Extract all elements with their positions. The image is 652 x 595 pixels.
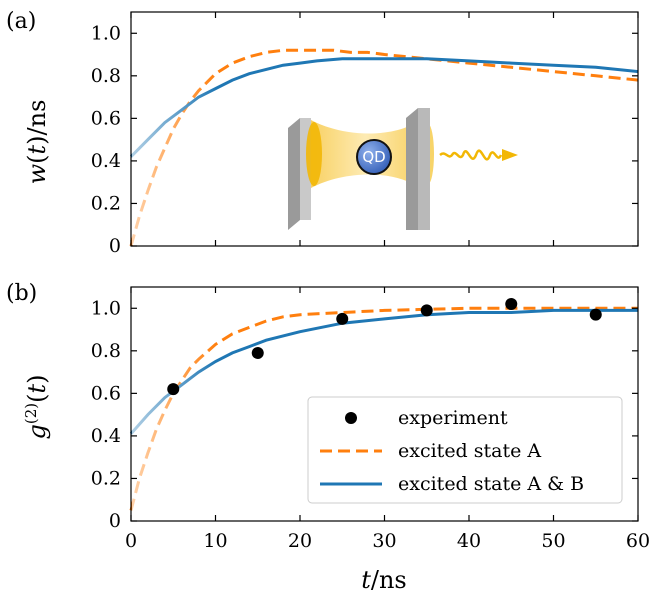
early-time-fade-a: [132, 13, 217, 245]
x-tick-label: 40: [457, 530, 481, 552]
y-tick-label-a: 0.4: [91, 150, 121, 172]
data-point: [336, 312, 349, 325]
panel-b: 0 0.2 0.4 0.6 0.8 1.0 0 10 20 30 40 50 60: [91, 286, 650, 552]
x-tick-label: 60: [626, 530, 650, 552]
y-tick-label-a: 0: [109, 235, 121, 257]
data-point: [420, 304, 433, 317]
y-tick-label-b: 1.0: [91, 297, 121, 319]
y-tick-label-b: 0.8: [91, 340, 121, 362]
data-point: [589, 308, 602, 321]
photon-arrow-head: [502, 149, 518, 161]
right-mirror-face: [418, 108, 430, 230]
series-line-a-0: [129, 48, 639, 247]
left-field-lobe: [306, 122, 322, 186]
y-tick-label-b: 0.4: [91, 425, 121, 447]
x-tick-label: 50: [541, 530, 565, 552]
data-point: [505, 298, 518, 311]
y-tick-label-a: 1.0: [91, 22, 121, 44]
left-mirror-face: [300, 118, 311, 220]
quantum-dot: [356, 139, 392, 175]
quantum-dot-label: QD: [362, 148, 385, 166]
y-tick-label-b: 0.6: [91, 382, 121, 404]
y-axis-label-a: w(t)/ns: [23, 100, 51, 185]
cavity-illustration: QD: [288, 108, 518, 230]
early-time-fade-b: [132, 288, 217, 520]
x-axis-label: t/ns: [361, 566, 407, 594]
data-point: [167, 383, 180, 396]
legend-marker-experiment: [345, 412, 357, 424]
panel-label-a: (a): [6, 9, 36, 34]
x-tick-label: 20: [288, 530, 312, 552]
legend: experiment excited state A excited state…: [307, 396, 623, 504]
y-tick-label-a: 0.2: [91, 192, 121, 214]
y-axis-label-b: g(2)(t): [22, 374, 51, 439]
x-tick-label: 30: [372, 530, 396, 552]
legend-label-excited-ab: excited state A & B: [398, 473, 584, 495]
y-tick-label-b: 0: [109, 510, 121, 532]
x-tick-label: 10: [203, 530, 227, 552]
emitted-photon-wave: [439, 149, 503, 161]
left-mirror: [288, 118, 300, 230]
x-tick-label: 0: [125, 530, 137, 552]
legend-label-excited-a: excited state A: [398, 440, 541, 462]
y-tick-label-a: 0.8: [91, 65, 121, 87]
legend-box: [307, 396, 623, 504]
y-tick-label-a: 0.6: [91, 107, 121, 129]
data-point: [251, 346, 264, 359]
panel-label-b: (b): [6, 281, 37, 306]
y-tick-label-b: 0.2: [91, 467, 121, 489]
legend-label-experiment: experiment: [398, 407, 508, 429]
panel-a: 0 0.2 0.4 0.6 0.8 1.0: [91, 11, 639, 257]
